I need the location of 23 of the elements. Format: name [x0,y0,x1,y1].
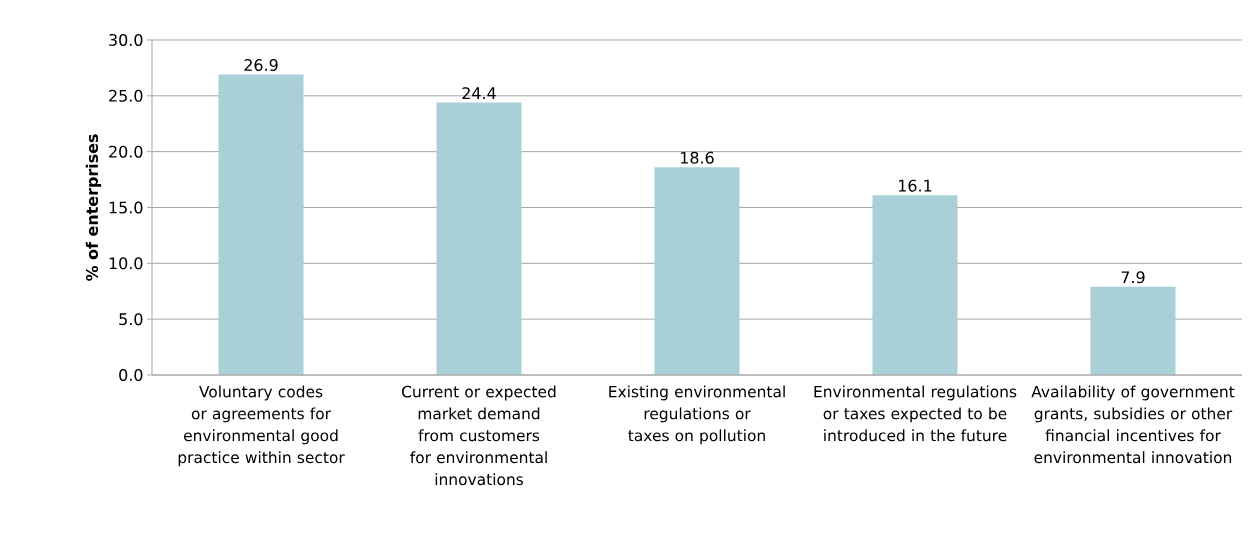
x-tick-label: Voluntary codes or agreements for environmental good practice within sector [178,385,345,467]
bar [872,195,958,375]
data-label: 26.9 [244,59,278,72]
bar [654,167,740,375]
y-tick-label: 5.0 [119,313,143,326]
y-tick-label: 20.0 [109,145,143,158]
data-label: 24.4 [462,87,496,99]
y-axis-title: % of enterprises [85,134,102,281]
data-label: 7.9 [1121,271,1145,284]
y-tick-label: 30.0 [109,33,143,47]
y-tick-label: 10.0 [109,257,143,270]
data-label: 16.1 [898,179,932,192]
y-tick-label: 15.0 [109,201,143,214]
bar [218,74,304,375]
x-tick-label: Environmental regulations or taxes expected to be introduced in the future [814,385,1017,442]
bar [1090,286,1176,375]
x-tick-label: Existing environmental regulations or taxes on pollution [609,385,785,445]
x-tick-label: Availability of government grants, subsidies or other financial incentives for environmental innovation [1031,385,1235,464]
y-tick-label: 25.0 [109,89,143,102]
data-label: 18.6 [681,151,714,164]
y-tick-label: 0.0 [119,368,143,382]
x-tick-label: Current or expected market demand from customers for environmental innovations [402,385,556,486]
bar [436,102,522,375]
